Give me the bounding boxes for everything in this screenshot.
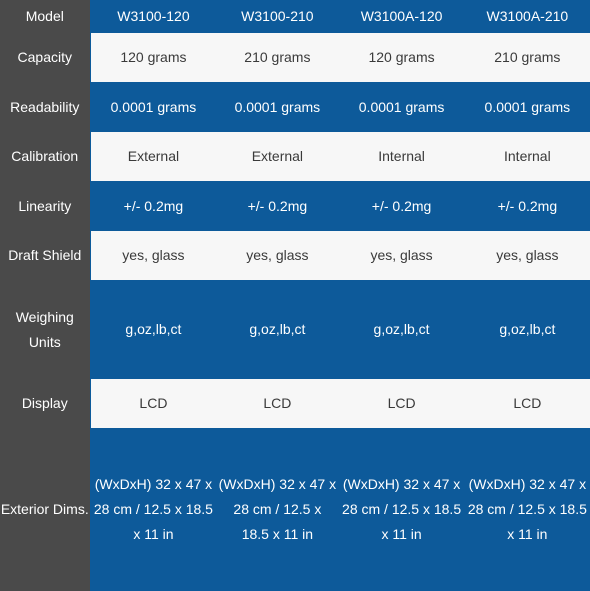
spec-cell: (WxDxH) 32 x 47 x 28 cm / 12.5 x 18.5 x … xyxy=(216,428,339,591)
spec-cell: 120 grams xyxy=(338,32,465,83)
spec-cell: g,oz,lb,ct xyxy=(90,280,217,379)
spec-cell: Internal xyxy=(338,131,465,182)
spec-cell: +/- 0.2mg xyxy=(90,181,217,231)
row-label: Exterior Dims. xyxy=(0,428,91,591)
spec-row-exterior-dims: Exterior Dims. (WxDxH) 32 x 47 x 28 cm /… xyxy=(0,428,590,591)
spec-row-draft-shield: Draft Shield yes, glass yes, glass yes, … xyxy=(0,230,590,281)
spec-row-display: Display LCD LCD LCD LCD xyxy=(0,378,590,429)
model-header: W3100A-210 xyxy=(464,0,590,33)
row-label: Linearity xyxy=(0,181,91,231)
spec-cell: 0.0001 grams xyxy=(464,82,590,132)
spec-cell: yes, glass xyxy=(216,230,339,281)
spec-row-linearity: Linearity +/- 0.2mg +/- 0.2mg +/- 0.2mg … xyxy=(0,181,590,231)
row-label: Weighing Units xyxy=(0,280,91,379)
row-label: Calibration xyxy=(0,131,91,182)
spec-row-readability: Readability 0.0001 grams 0.0001 grams 0.… xyxy=(0,82,590,132)
row-label: Capacity xyxy=(0,32,91,83)
spec-cell: 210 grams xyxy=(464,32,590,83)
spec-cell: LCD xyxy=(464,378,590,429)
spec-cell: (WxDxH) 32 x 47 x 28 cm / 12.5 x 18.5 x … xyxy=(338,428,465,591)
spec-cell: 0.0001 grams xyxy=(90,82,217,132)
row-label: Readability xyxy=(0,82,91,132)
header-label: Model xyxy=(0,0,91,33)
spec-cell: +/- 0.2mg xyxy=(338,181,465,231)
model-header: W3100-120 xyxy=(90,0,217,33)
model-header: W3100A-120 xyxy=(338,0,465,33)
spec-cell: g,oz,lb,ct xyxy=(464,280,590,379)
spec-row-weighing-units: Weighing Units g,oz,lb,ct g,oz,lb,ct g,o… xyxy=(0,280,590,379)
spec-cell: Internal xyxy=(464,131,590,182)
spec-cell: +/- 0.2mg xyxy=(464,181,590,231)
spec-row-capacity: Capacity 120 grams 210 grams 120 grams 2… xyxy=(0,32,590,83)
spec-cell: g,oz,lb,ct xyxy=(216,280,339,379)
spec-cell: LCD xyxy=(338,378,465,429)
spec-cell: yes, glass xyxy=(464,230,590,281)
spec-cell: External xyxy=(216,131,339,182)
spec-cell: (WxDxH) 32 x 47 x 28 cm / 12.5 x 18.5 x … xyxy=(90,428,217,591)
spec-cell: 210 grams xyxy=(216,32,339,83)
spec-cell: 0.0001 grams xyxy=(216,82,339,132)
spec-cell: g,oz,lb,ct xyxy=(338,280,465,379)
spec-cell: External xyxy=(90,131,217,182)
row-label: Display xyxy=(0,378,91,429)
spec-cell: 0.0001 grams xyxy=(338,82,465,132)
spec-cell: yes, glass xyxy=(90,230,217,281)
spec-cell: (WxDxH) 32 x 47 x 28 cm / 12.5 x 18.5 x … xyxy=(464,428,590,591)
row-label: Draft Shield xyxy=(0,230,91,281)
spec-cell: yes, glass xyxy=(338,230,465,281)
spec-row-calibration: Calibration External External Internal I… xyxy=(0,131,590,182)
spec-cell: +/- 0.2mg xyxy=(216,181,339,231)
spec-cell: LCD xyxy=(216,378,339,429)
model-header: W3100-210 xyxy=(216,0,339,33)
spec-cell: LCD xyxy=(90,378,217,429)
header-row: Model W3100-120 W3100-210 W3100A-120 W31… xyxy=(0,0,590,33)
spec-cell: 120 grams xyxy=(90,32,217,83)
